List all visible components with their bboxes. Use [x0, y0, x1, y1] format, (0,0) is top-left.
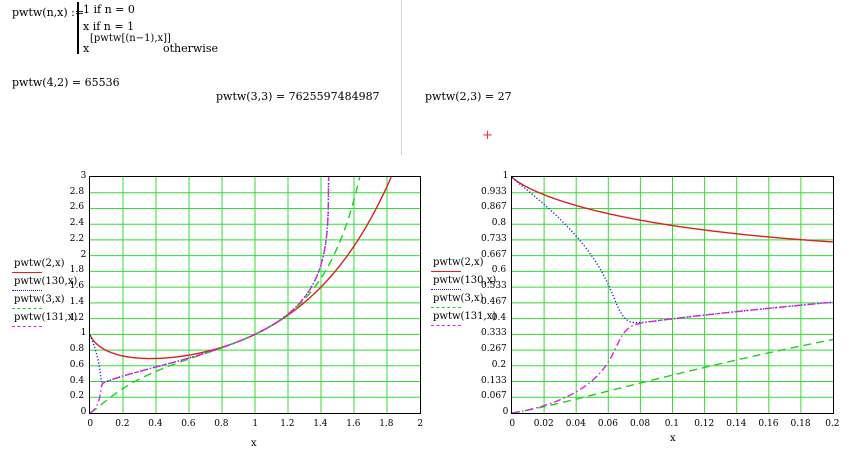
x-tick-label: 1.4 — [313, 419, 328, 429]
y-tick-label: 0.8 — [491, 218, 507, 229]
x-tick-label: 0.08 — [630, 419, 651, 429]
x-tick-label: 0.06 — [597, 419, 618, 429]
x-tick-label: 0.04 — [565, 419, 586, 429]
y-tick-label: 0 — [502, 407, 509, 417]
x-tick-label: 2 — [417, 419, 424, 429]
piecewise-case-1[interactable]: 1 if n = 0 — [83, 3, 135, 16]
legend-swatch — [12, 308, 42, 309]
y-tick-label: 1.6 — [69, 281, 85, 292]
result-pwtw-2-3[interactable]: pwtw(2,3) = 27 — [425, 90, 512, 103]
legend-label: pwtw(2,x) — [14, 258, 65, 269]
y-tick-label: 0.533 — [481, 281, 507, 292]
y-tick-label: 3 — [80, 171, 87, 181]
piecewise-brace — [77, 2, 79, 54]
x-tick-label: 0.2 — [115, 419, 130, 429]
y-tick-label: 0.8 — [69, 344, 85, 355]
legend-swatch — [431, 307, 461, 308]
y-tick-label: 2.8 — [69, 186, 85, 197]
trace-pwtw-3-x — [512, 338, 833, 413]
legend-swatch — [12, 326, 42, 327]
y-tick-label: 0.6 — [69, 359, 85, 370]
trace-pwtw-2-x — [90, 177, 392, 360]
y-tick-label: 0.4 — [491, 312, 507, 323]
y-tick-label: 0.2 — [491, 359, 507, 370]
legend-label: pwtw(130,x) — [14, 276, 78, 287]
y-tick-label: 0.933 — [481, 186, 507, 197]
x-tick-label: 1.6 — [346, 419, 361, 429]
piecewise-case-2[interactable]: x if n = 1 — [83, 20, 135, 33]
y-tick-label: 0.067 — [481, 391, 507, 402]
trace-pwtw-2-x — [512, 177, 833, 243]
legend-swatch — [431, 271, 461, 272]
legend-swatch — [12, 290, 42, 291]
plot-right-xlabel: x — [670, 433, 676, 444]
piecewise-case-3-condition[interactable]: otherwise — [163, 42, 218, 55]
function-definition-lhs[interactable]: pwtw(n,x) := — [12, 6, 85, 19]
piecewise-case-3-base[interactable]: x — [83, 42, 90, 55]
x-tick-label: 0.8 — [214, 419, 229, 429]
x-tick-label: 1 — [252, 419, 259, 429]
x-tick-label: 0.02 — [533, 419, 554, 429]
legend-label: pwtw(131,x) — [433, 311, 497, 322]
legend-label: pwtw(130,x) — [433, 275, 497, 286]
result-pwtw-4-2[interactable]: pwtw(4,2) = 65536 — [12, 76, 120, 89]
plot-right[interactable] — [511, 176, 834, 414]
x-tick-label: 0 — [87, 419, 94, 429]
y-tick-label: 1.8 — [69, 265, 85, 276]
legend-label: pwtw(2,x) — [433, 257, 484, 268]
y-tick-label: 0 — [80, 407, 87, 417]
legend-label: pwtw(131,x) — [14, 312, 78, 323]
plot-left[interactable] — [89, 176, 421, 414]
y-tick-label: 1 — [502, 171, 509, 181]
trace-pwtw-3-x — [90, 177, 361, 413]
y-tick-label: 0.667 — [481, 249, 507, 260]
x-tick-label: 0.18 — [790, 419, 811, 429]
y-tick-label: 2 — [80, 249, 87, 260]
y-tick-label: 0.133 — [481, 375, 507, 386]
x-tick-label: 0.12 — [694, 419, 715, 429]
legend-swatch — [431, 325, 461, 326]
y-tick-label: 1.4 — [69, 296, 85, 307]
x-tick-label: 0 — [509, 419, 516, 429]
x-tick-label: 0.4 — [148, 419, 163, 429]
plot-left-xlabel: x — [251, 438, 257, 449]
x-tick-label: 0.1 — [664, 419, 680, 429]
x-tick-label: 0.2 — [825, 419, 840, 429]
y-tick-label: 2.4 — [69, 218, 85, 229]
y-tick-label: 1.2 — [69, 312, 85, 323]
legend-swatch — [431, 289, 461, 290]
y-tick-label: 2.6 — [69, 202, 85, 213]
plot-right-canvas — [512, 177, 833, 413]
y-tick-label: 0.267 — [481, 344, 507, 355]
page-divider — [401, 0, 402, 155]
x-tick-label: 0.6 — [181, 419, 196, 429]
y-tick-label: 0.467 — [481, 296, 507, 307]
y-tick-label: 0.4 — [69, 375, 85, 386]
plot-left-canvas — [90, 177, 420, 413]
legend-swatch — [12, 272, 42, 273]
x-tick-label: 1.2 — [280, 419, 295, 429]
result-pwtw-3-3[interactable]: pwtw(3,3) = 7625597484987 — [216, 90, 380, 103]
x-tick-label: 0.14 — [726, 419, 747, 429]
y-tick-label: 0.333 — [481, 328, 507, 339]
y-tick-label: 0.6 — [491, 265, 507, 276]
y-tick-label: 0.2 — [69, 391, 85, 402]
y-tick-label: 2.2 — [69, 233, 85, 244]
insertion-cursor-icon: + — [482, 128, 493, 143]
y-tick-label: 0.867 — [481, 202, 507, 213]
y-tick-label: 0.733 — [481, 233, 507, 244]
y-tick-label: 1 — [80, 328, 87, 339]
piecewise-case-3-exponent[interactable]: [pwtw[(n−1),x]] — [90, 33, 171, 44]
x-tick-label: 0.16 — [758, 419, 779, 429]
legend-label: pwtw(3,x) — [14, 294, 65, 305]
legend-label: pwtw(3,x) — [433, 293, 484, 304]
x-tick-label: 1.8 — [379, 419, 394, 429]
trace-pwtw-131-x — [90, 177, 330, 413]
trace-pwtw-131-x — [512, 301, 833, 413]
